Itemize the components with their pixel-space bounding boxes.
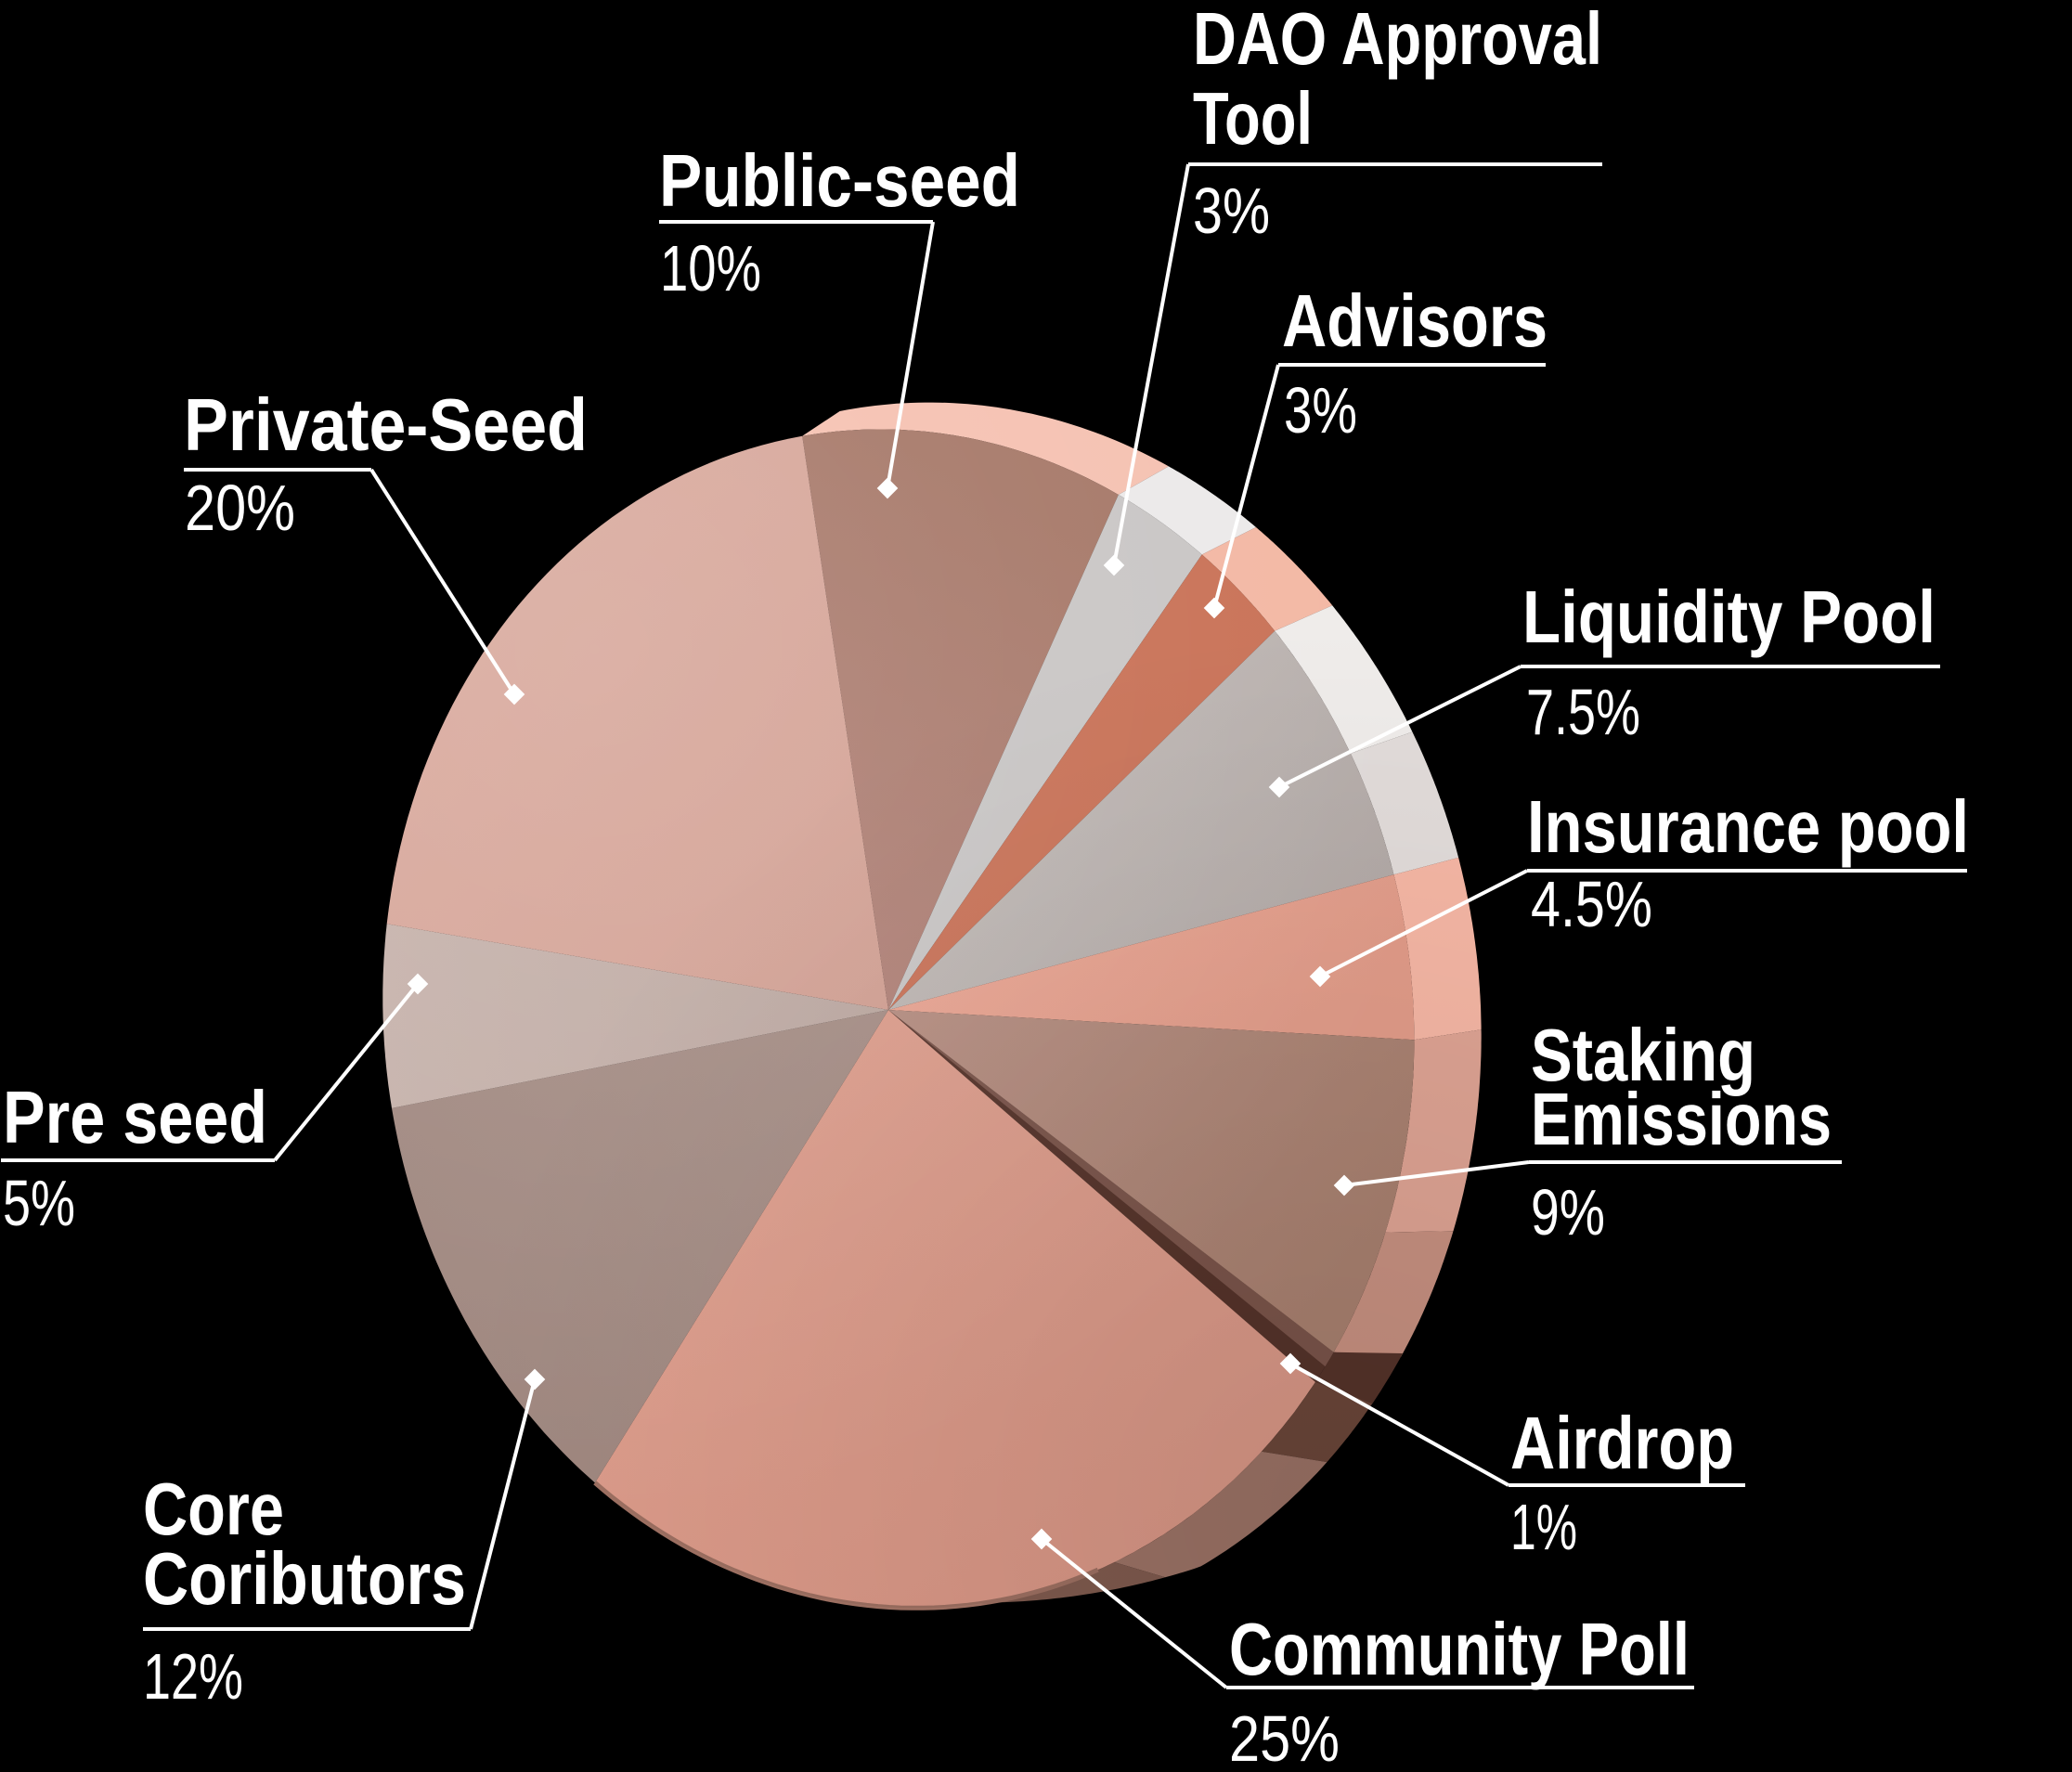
- svg-text:Tool: Tool: [1193, 77, 1313, 160]
- svg-text:Staking: Staking: [1531, 1014, 1755, 1096]
- svg-text:Coributors: Coributors: [143, 1537, 466, 1620]
- svg-text:Public-seed: Public-seed: [659, 139, 1020, 222]
- svg-text:20%: 20%: [185, 472, 295, 544]
- svg-text:12%: 12%: [143, 1640, 243, 1713]
- svg-text:DAO Approval: DAO Approval: [1193, 0, 1602, 80]
- svg-text:Liquidity Pool: Liquidity Pool: [1522, 576, 1936, 658]
- svg-text:Advisors: Advisors: [1282, 279, 1548, 362]
- svg-text:3%: 3%: [1193, 175, 1270, 247]
- svg-text:Emissions: Emissions: [1531, 1078, 1832, 1160]
- svg-text:9%: 9%: [1531, 1176, 1605, 1248]
- svg-text:Core: Core: [143, 1468, 284, 1550]
- svg-text:4.5%: 4.5%: [1531, 868, 1652, 940]
- svg-text:10%: 10%: [660, 232, 761, 304]
- svg-text:Insurance pool: Insurance pool: [1527, 785, 1969, 868]
- svg-text:Private-Seed: Private-Seed: [184, 383, 588, 466]
- svg-text:25%: 25%: [1229, 1702, 1340, 1767]
- svg-text:3%: 3%: [1284, 374, 1357, 446]
- svg-text:5%: 5%: [3, 1167, 75, 1239]
- svg-text:7.5%: 7.5%: [1526, 676, 1640, 748]
- svg-text:Airdrop: Airdrop: [1510, 1402, 1734, 1484]
- svg-text:Pre seed: Pre seed: [3, 1076, 267, 1158]
- svg-text:Community Poll: Community Poll: [1229, 1608, 1690, 1690]
- svg-text:1%: 1%: [1510, 1491, 1577, 1563]
